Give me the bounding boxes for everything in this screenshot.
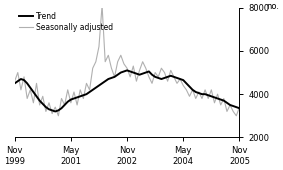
Y-axis label: no.: no.	[267, 3, 280, 12]
Legend: Trend, Seasonally adjusted: Trend, Seasonally adjusted	[18, 12, 114, 32]
